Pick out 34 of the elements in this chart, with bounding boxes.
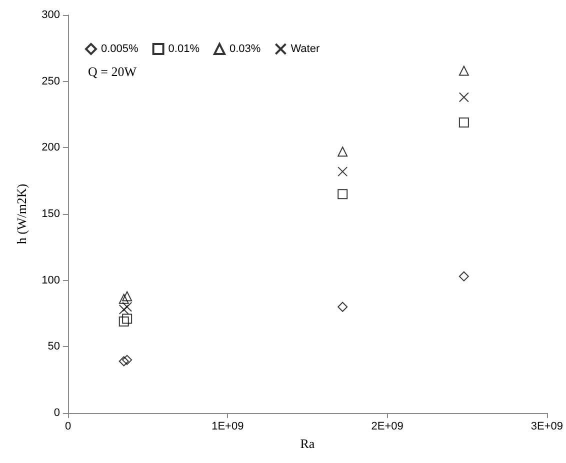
legend-label: 0.01% [168, 43, 200, 55]
annotation: Q = 20W [88, 64, 138, 79]
y-tick-label: 200 [42, 142, 60, 154]
x-tick-label: 3E+09 [530, 420, 564, 432]
point [458, 66, 469, 76]
x-axis-title: Ra [300, 436, 315, 451]
y-tick-label: 250 [42, 75, 60, 88]
point [338, 146, 348, 157]
y-tick-label: 0 [54, 407, 60, 419]
point [118, 294, 129, 304]
y-axis-title: h (W/m2K) [14, 184, 29, 244]
point [122, 314, 132, 324]
x-tick-label: 2E+09 [371, 420, 404, 432]
legend-label: 0.005% [101, 43, 139, 55]
point [122, 291, 132, 302]
point [122, 302, 132, 312]
point [338, 302, 348, 312]
point [118, 304, 129, 315]
y-tick-label: 300 [42, 9, 60, 21]
point [118, 316, 129, 326]
point [458, 271, 469, 282]
x-tick-label: 0 [64, 420, 72, 432]
y-tick-label: 150 [42, 208, 60, 220]
legend-label: 0.03% [230, 43, 261, 55]
y-tick-label: 100 [42, 274, 60, 286]
point [338, 166, 348, 177]
point [118, 356, 129, 366]
y-tick-label: 50 [48, 340, 60, 353]
x-tick-label: 1E+09 [212, 420, 244, 432]
point [338, 189, 348, 200]
point [122, 354, 132, 365]
legend-label: Water [290, 43, 320, 55]
point [458, 92, 469, 102]
point [458, 117, 469, 128]
